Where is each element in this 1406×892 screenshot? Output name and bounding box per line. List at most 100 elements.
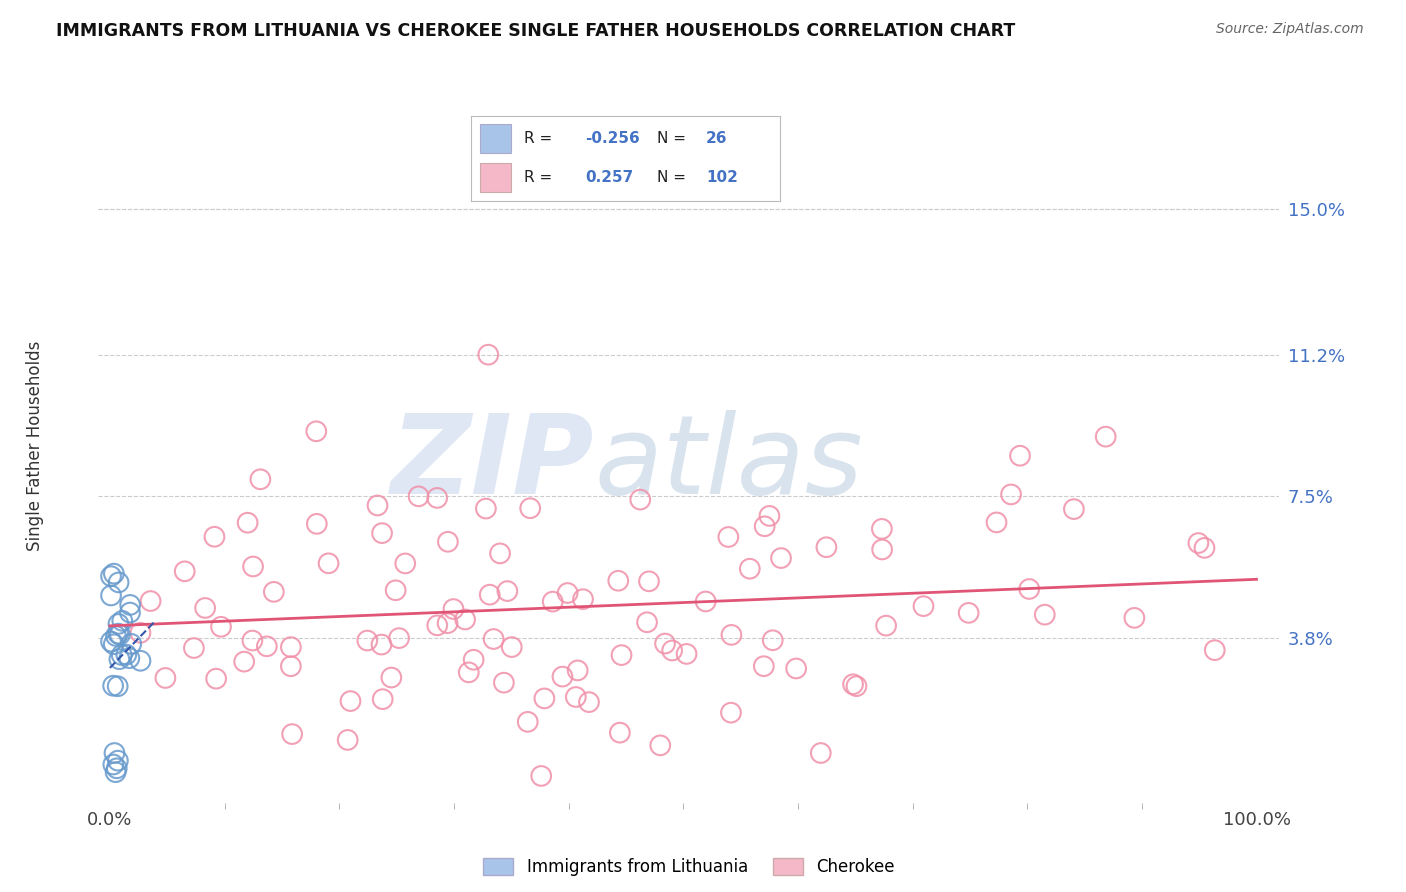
Point bbox=[845, 679, 868, 693]
Point bbox=[103, 757, 125, 772]
Point bbox=[436, 616, 458, 631]
Point bbox=[557, 586, 579, 600]
Point bbox=[1123, 611, 1146, 625]
Text: R =: R = bbox=[523, 170, 551, 186]
Point bbox=[129, 625, 152, 640]
Point bbox=[370, 638, 392, 652]
Point bbox=[305, 516, 328, 531]
Point bbox=[101, 679, 124, 693]
Point bbox=[115, 648, 138, 662]
Point bbox=[339, 694, 361, 708]
Point bbox=[463, 653, 485, 667]
Point bbox=[870, 522, 893, 536]
Point bbox=[173, 564, 195, 578]
Point bbox=[519, 501, 541, 516]
Point bbox=[785, 661, 807, 675]
Point bbox=[610, 648, 633, 662]
Point bbox=[280, 659, 302, 673]
Point bbox=[242, 559, 264, 574]
Point bbox=[1187, 536, 1209, 550]
Point bbox=[108, 652, 131, 666]
Point bbox=[489, 546, 512, 560]
Point bbox=[675, 647, 697, 661]
Point bbox=[120, 637, 142, 651]
Point bbox=[875, 618, 897, 632]
Point bbox=[103, 566, 125, 581]
Point bbox=[912, 599, 935, 614]
Point bbox=[107, 616, 129, 631]
Point bbox=[1204, 643, 1226, 657]
Point bbox=[194, 601, 217, 615]
Point bbox=[516, 714, 538, 729]
Point bbox=[256, 640, 278, 654]
Point bbox=[609, 725, 631, 739]
Point bbox=[205, 672, 228, 686]
Point bbox=[426, 491, 449, 505]
Text: Single Father Households: Single Father Households bbox=[27, 341, 44, 551]
Point bbox=[815, 540, 838, 554]
Point bbox=[118, 606, 141, 620]
Point bbox=[100, 569, 122, 583]
Point bbox=[1063, 502, 1085, 516]
Point bbox=[695, 594, 717, 608]
Point bbox=[457, 665, 479, 680]
Point bbox=[281, 727, 304, 741]
Point bbox=[650, 739, 672, 753]
Text: ZIP: ZIP bbox=[391, 410, 595, 517]
Point bbox=[104, 629, 127, 643]
Point bbox=[336, 733, 359, 747]
Point bbox=[242, 633, 264, 648]
Point bbox=[107, 575, 129, 590]
Point bbox=[100, 634, 122, 648]
Point bbox=[107, 754, 129, 768]
Point bbox=[770, 551, 793, 566]
Point bbox=[720, 706, 742, 720]
Point bbox=[107, 679, 129, 693]
Point bbox=[233, 655, 256, 669]
Point bbox=[957, 606, 980, 620]
Point bbox=[567, 664, 589, 678]
Point bbox=[408, 489, 430, 503]
Point bbox=[108, 627, 131, 641]
Text: -0.256: -0.256 bbox=[585, 131, 640, 146]
Point bbox=[204, 530, 226, 544]
Point bbox=[249, 472, 271, 486]
Point bbox=[870, 542, 893, 557]
Point bbox=[1018, 582, 1040, 596]
Point bbox=[492, 675, 515, 690]
Point bbox=[842, 677, 865, 691]
Point bbox=[754, 519, 776, 533]
Text: 26: 26 bbox=[706, 131, 727, 146]
Text: 0.257: 0.257 bbox=[585, 170, 634, 186]
Point bbox=[475, 501, 498, 516]
Point bbox=[572, 592, 595, 607]
Point bbox=[752, 659, 775, 673]
Point bbox=[810, 746, 832, 760]
Point bbox=[654, 636, 676, 650]
Point bbox=[209, 620, 232, 634]
Point bbox=[496, 584, 519, 599]
Point bbox=[111, 614, 134, 628]
Point bbox=[105, 761, 128, 775]
Point bbox=[638, 574, 661, 589]
Point bbox=[661, 643, 683, 657]
Point bbox=[986, 516, 1008, 530]
Point bbox=[1033, 607, 1056, 622]
Text: N =: N = bbox=[657, 131, 686, 146]
Text: N =: N = bbox=[657, 170, 686, 186]
Point bbox=[720, 628, 742, 642]
Text: IMMIGRANTS FROM LITHUANIA VS CHEROKEE SINGLE FATHER HOUSEHOLDS CORRELATION CHART: IMMIGRANTS FROM LITHUANIA VS CHEROKEE SI… bbox=[56, 22, 1015, 40]
Point bbox=[482, 632, 505, 646]
Point bbox=[762, 633, 785, 648]
Point bbox=[551, 670, 574, 684]
Point bbox=[628, 492, 651, 507]
Point bbox=[758, 508, 780, 523]
Point bbox=[380, 671, 402, 685]
Point bbox=[636, 615, 658, 630]
Point bbox=[738, 562, 761, 576]
Point bbox=[367, 499, 389, 513]
Point bbox=[280, 640, 302, 654]
Point bbox=[388, 631, 411, 645]
Point bbox=[541, 594, 564, 608]
Point bbox=[443, 602, 465, 616]
